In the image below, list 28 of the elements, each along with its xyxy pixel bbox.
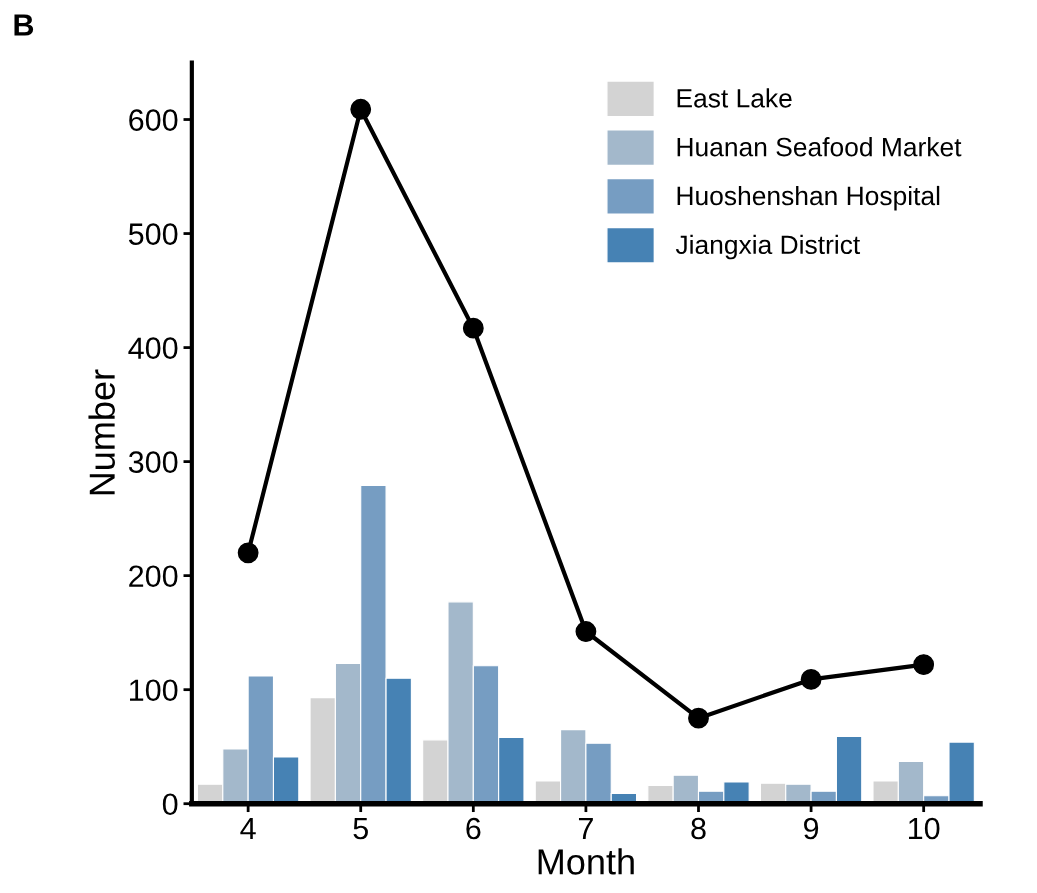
point xyxy=(913,654,935,676)
x-tick-label: 4 xyxy=(240,818,256,840)
legend-label: Huoshenshan Hospital xyxy=(677,185,940,211)
point xyxy=(237,542,259,564)
x-tick-label: 6 xyxy=(466,817,481,840)
y-tick-label: 500 xyxy=(128,223,178,245)
x-tick-label: 9 xyxy=(804,817,819,840)
y-axis-title: Number xyxy=(88,369,115,495)
chart-title: B xyxy=(14,14,34,36)
point xyxy=(462,317,484,339)
y-tick-label: 600 xyxy=(129,109,178,131)
legend-label: Huanan Seafood Market xyxy=(677,137,962,157)
x-tick-label: 8 xyxy=(691,817,706,840)
x-tick-label: 7 xyxy=(578,818,593,840)
y-tick-label: 0 xyxy=(162,793,178,816)
point xyxy=(800,668,822,690)
point xyxy=(575,621,597,642)
y-tick-label: 200 xyxy=(129,565,178,588)
x-tick-label: 5 xyxy=(353,818,368,840)
legend-label: Jiangxia District xyxy=(675,234,861,260)
y-tick-label: 100 xyxy=(130,679,178,702)
x-tick-label: 10 xyxy=(909,817,940,840)
point xyxy=(688,707,709,729)
y-tick-label: 400 xyxy=(128,337,178,359)
point xyxy=(350,98,372,120)
x-axis-title: Month xyxy=(538,848,634,875)
legend-label: East Lake xyxy=(677,88,792,108)
y-tick-label: 300 xyxy=(128,451,178,473)
